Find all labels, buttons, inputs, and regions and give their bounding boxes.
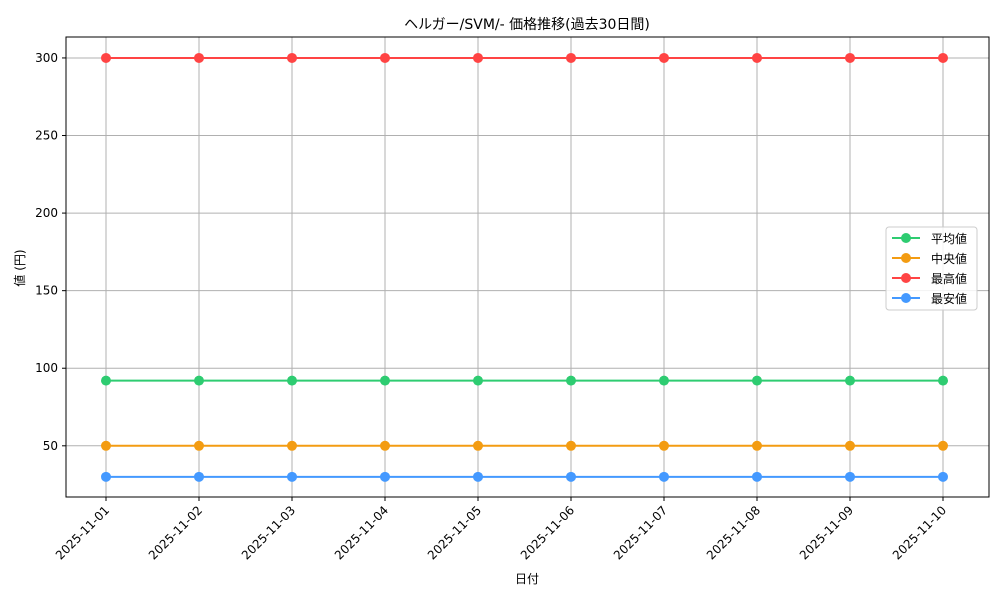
legend-label: 最高値 (931, 271, 967, 286)
legend-marker (901, 233, 911, 243)
x-tick-label: 2025-11-09 (797, 503, 856, 562)
data-point (101, 471, 111, 482)
data-point (752, 440, 762, 451)
plot-frame (65, 36, 990, 498)
data-point (101, 440, 111, 451)
data-point (752, 52, 762, 63)
x-axis-ticks: 2025-11-01 2025-11-02 2025-11-03 2025-11-04… (53, 497, 949, 562)
x-tick-label: 2025-11-01 (53, 503, 112, 562)
y-axis-label: 値 (円) (12, 249, 27, 286)
data-point (194, 52, 204, 63)
data-point (473, 375, 483, 386)
series-2 (101, 52, 948, 63)
data-point (380, 52, 390, 63)
data-point (194, 375, 204, 386)
x-tick-label: 2025-11-05 (425, 503, 484, 562)
data-point (938, 471, 948, 482)
data-point (938, 52, 948, 63)
y-tick-label: 250 (35, 129, 58, 143)
data-point (845, 375, 855, 386)
x-tick-label: 2025-11-10 (890, 503, 949, 562)
data-point (659, 375, 669, 386)
data-series (101, 52, 948, 482)
x-tick-label: 2025-11-04 (332, 503, 391, 562)
data-point (287, 52, 297, 63)
x-tick-label: 2025-11-08 (704, 503, 763, 562)
y-tick-label: 50 (43, 439, 58, 453)
legend-marker (901, 253, 911, 263)
x-axis-label: 日付 (515, 572, 539, 586)
data-point (845, 471, 855, 482)
data-point (845, 440, 855, 451)
data-point (752, 471, 762, 482)
series-3 (101, 471, 948, 482)
data-point (194, 471, 204, 482)
data-point (752, 375, 762, 386)
data-point (845, 52, 855, 63)
legend-label: 中央値 (931, 251, 967, 266)
data-point (938, 375, 948, 386)
data-point (287, 375, 297, 386)
y-axis-ticks: 50 100 150 200 250 300 (35, 51, 66, 453)
legend-marker (901, 273, 911, 283)
data-point (380, 440, 390, 451)
series-1 (101, 440, 948, 451)
legend-label: 平均値 (931, 231, 967, 246)
y-tick-label: 200 (35, 206, 58, 220)
data-point (194, 440, 204, 451)
data-point (287, 440, 297, 451)
legend-label: 最安値 (931, 291, 967, 306)
data-point (101, 375, 111, 386)
data-point (659, 440, 669, 451)
data-point (380, 375, 390, 386)
data-point (566, 440, 576, 451)
grid-lines (66, 37, 989, 497)
data-point (659, 52, 669, 63)
y-tick-label: 150 (35, 284, 58, 298)
series-0 (101, 375, 948, 386)
data-point (473, 52, 483, 63)
chart-title: ヘルガー/SVM/- 価格推移(過去30日間) (404, 17, 650, 33)
data-point (287, 471, 297, 482)
data-point (566, 52, 576, 63)
data-point (938, 440, 948, 451)
x-tick-label: 2025-11-02 (146, 503, 205, 562)
x-tick-label: 2025-11-06 (518, 503, 577, 562)
x-tick-label: 2025-11-07 (611, 503, 670, 562)
y-tick-label: 100 (35, 361, 58, 375)
data-point (473, 440, 483, 451)
legend-marker (901, 293, 911, 303)
data-point (659, 471, 669, 482)
data-point (566, 375, 576, 386)
y-tick-label: 300 (35, 51, 58, 65)
x-tick-label: 2025-11-03 (239, 503, 298, 562)
data-point (473, 471, 483, 482)
data-point (566, 471, 576, 482)
data-point (380, 471, 390, 482)
data-point (101, 52, 111, 63)
legend-box (885, 226, 978, 311)
